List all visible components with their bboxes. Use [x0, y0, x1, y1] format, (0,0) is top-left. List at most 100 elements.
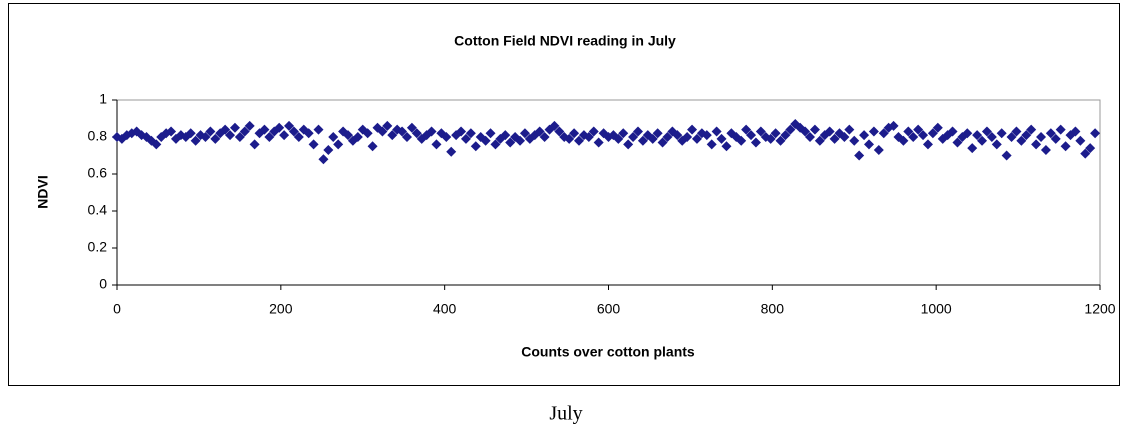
point: [854, 150, 865, 161]
point: [922, 139, 933, 150]
point: [814, 135, 825, 146]
point: [151, 139, 162, 150]
y-tick-label: 0.8: [88, 128, 108, 144]
point: [352, 132, 363, 142]
point: [908, 132, 919, 142]
point: [632, 126, 643, 137]
point: [534, 126, 545, 137]
x-axis-title: Counts over cotton plants: [521, 344, 695, 360]
point: [750, 137, 761, 148]
point: [844, 124, 855, 135]
point: [805, 132, 816, 142]
point: [967, 143, 978, 154]
point: [500, 130, 511, 141]
point: [672, 130, 683, 141]
point: [259, 124, 270, 135]
point: [460, 133, 471, 144]
x-tick-label: 600: [597, 301, 621, 317]
x-tick-label: 0: [113, 301, 121, 317]
point: [406, 122, 417, 133]
point: [485, 128, 496, 139]
point: [1080, 148, 1091, 159]
point: [913, 124, 924, 135]
point: [1016, 135, 1027, 146]
point: [328, 132, 339, 142]
x-tick-label: 1200: [1084, 301, 1115, 317]
point: [490, 139, 501, 150]
point: [549, 120, 560, 131]
point: [323, 144, 334, 155]
point: [274, 122, 285, 133]
point: [505, 137, 516, 148]
y-tick-label: 1: [99, 91, 107, 107]
point: [613, 133, 624, 144]
y-tick-label: 0.2: [88, 239, 108, 255]
point: [1040, 144, 1051, 155]
point: [1055, 124, 1066, 135]
point: [544, 124, 555, 135]
point: [313, 124, 324, 135]
x-tick-label: 1000: [921, 301, 952, 317]
point: [682, 132, 693, 142]
point: [279, 130, 290, 141]
point: [569, 128, 580, 139]
point: [755, 126, 766, 137]
point: [318, 154, 329, 165]
point: [166, 126, 177, 137]
point: [962, 128, 973, 139]
point: [1006, 132, 1017, 142]
x-tick-label: 200: [269, 301, 293, 317]
point: [1050, 133, 1061, 144]
chart-title: Cotton Field NDVI reading in July: [454, 33, 676, 49]
point: [863, 139, 874, 150]
point: [367, 141, 378, 152]
point: [1011, 126, 1022, 137]
point: [878, 128, 889, 139]
point: [583, 132, 594, 142]
point: [190, 135, 201, 146]
point: [377, 126, 388, 137]
point: [426, 126, 437, 137]
point: [401, 132, 412, 142]
point: [220, 124, 231, 135]
point: [225, 130, 236, 141]
point: [839, 132, 850, 142]
x-tick-label: 800: [761, 301, 785, 317]
point: [873, 144, 884, 155]
point: [721, 141, 732, 152]
point: [229, 122, 240, 133]
point: [1075, 135, 1086, 146]
point: [701, 130, 712, 141]
point: [652, 128, 663, 139]
point: [539, 132, 550, 142]
point: [785, 124, 796, 135]
point: [293, 132, 304, 142]
point: [480, 135, 491, 146]
y-axis-title: NDVI: [35, 175, 51, 208]
point: [431, 139, 442, 150]
point: [210, 133, 221, 144]
point: [1045, 128, 1056, 139]
point: [952, 137, 963, 148]
point: [515, 135, 526, 146]
point: [564, 133, 575, 144]
point: [308, 139, 319, 150]
point: [623, 139, 634, 150]
point: [382, 120, 393, 131]
point: [996, 128, 1007, 139]
point: [849, 135, 860, 146]
point: [972, 130, 983, 141]
point: [868, 126, 879, 137]
point: [1036, 132, 1047, 142]
y-tick-label: 0.4: [88, 202, 108, 218]
point: [284, 120, 295, 131]
point: [288, 126, 299, 137]
point: [200, 132, 211, 142]
point: [687, 124, 698, 135]
point: [986, 132, 997, 142]
point: [780, 130, 791, 141]
point: [824, 126, 835, 137]
point: [1001, 150, 1012, 161]
point: [809, 124, 820, 135]
